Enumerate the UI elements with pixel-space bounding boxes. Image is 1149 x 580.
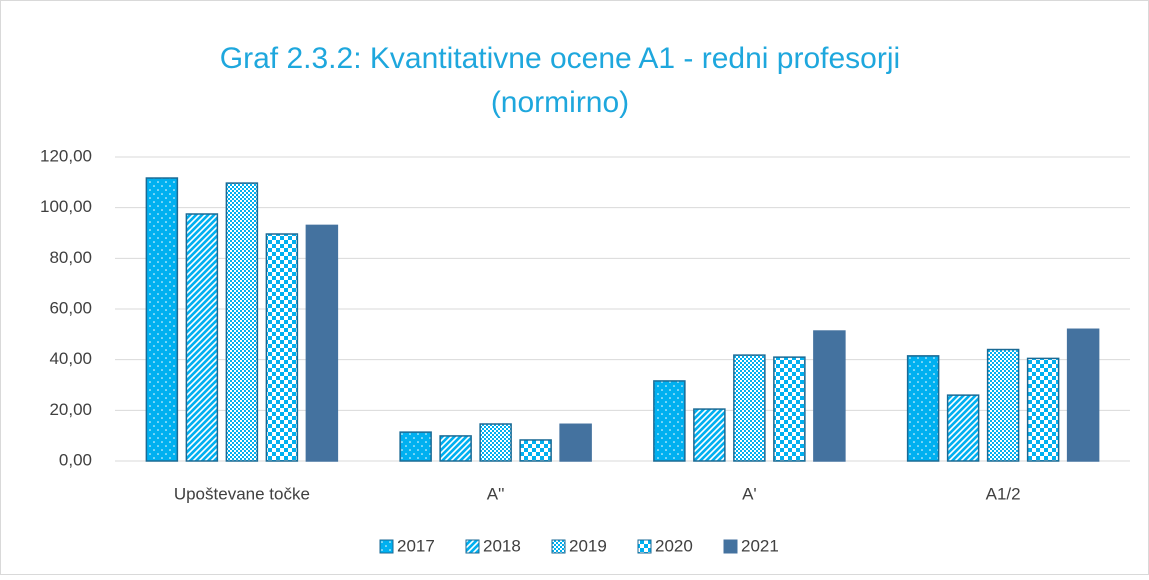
y-tick-label: 80,00 [49, 248, 92, 267]
bar [653, 380, 686, 462]
bar [519, 439, 552, 462]
chart-title: Graf 2.3.2: Kvantitativne ocene A1 - red… [220, 42, 900, 75]
y-tick-label: 40,00 [49, 349, 92, 368]
legend-swatch [723, 539, 738, 554]
bar [305, 224, 339, 462]
bar [693, 408, 726, 462]
y-tick-label: 120,00 [40, 146, 92, 165]
y-tick-label: 20,00 [49, 400, 92, 419]
legend-swatch [551, 539, 566, 554]
y-tick-label: 60,00 [49, 298, 92, 317]
y-tick-label: 0,00 [59, 450, 92, 469]
x-tick-label: A' [742, 484, 757, 503]
legend-swatch [465, 539, 480, 554]
x-tick-label: Upoštevane točke [174, 484, 310, 503]
legend-swatch [637, 539, 652, 554]
x-tick-label: A1/2 [986, 484, 1021, 503]
legend-label: 2017 [397, 536, 435, 555]
chart-title: (normirno) [491, 86, 629, 119]
bar [559, 423, 592, 462]
x-tick-label: A'' [487, 484, 505, 503]
bar [185, 213, 219, 462]
legend-label: 2020 [655, 536, 693, 555]
bar [1026, 357, 1060, 462]
bar [225, 182, 259, 462]
legend-swatch [379, 539, 394, 554]
bar [265, 233, 299, 462]
bar [986, 348, 1020, 462]
bar [439, 435, 472, 462]
legend-label: 2018 [483, 536, 521, 555]
bar [813, 330, 846, 462]
bar [479, 423, 512, 462]
legend-label: 2019 [569, 536, 607, 555]
bar [733, 354, 766, 462]
y-tick-label: 100,00 [40, 197, 92, 216]
bar [145, 177, 179, 462]
bar [906, 355, 940, 462]
legend-label: 2021 [741, 536, 779, 555]
bar [946, 394, 980, 462]
bar [773, 356, 806, 462]
bar [1066, 328, 1100, 462]
bar [399, 431, 432, 462]
